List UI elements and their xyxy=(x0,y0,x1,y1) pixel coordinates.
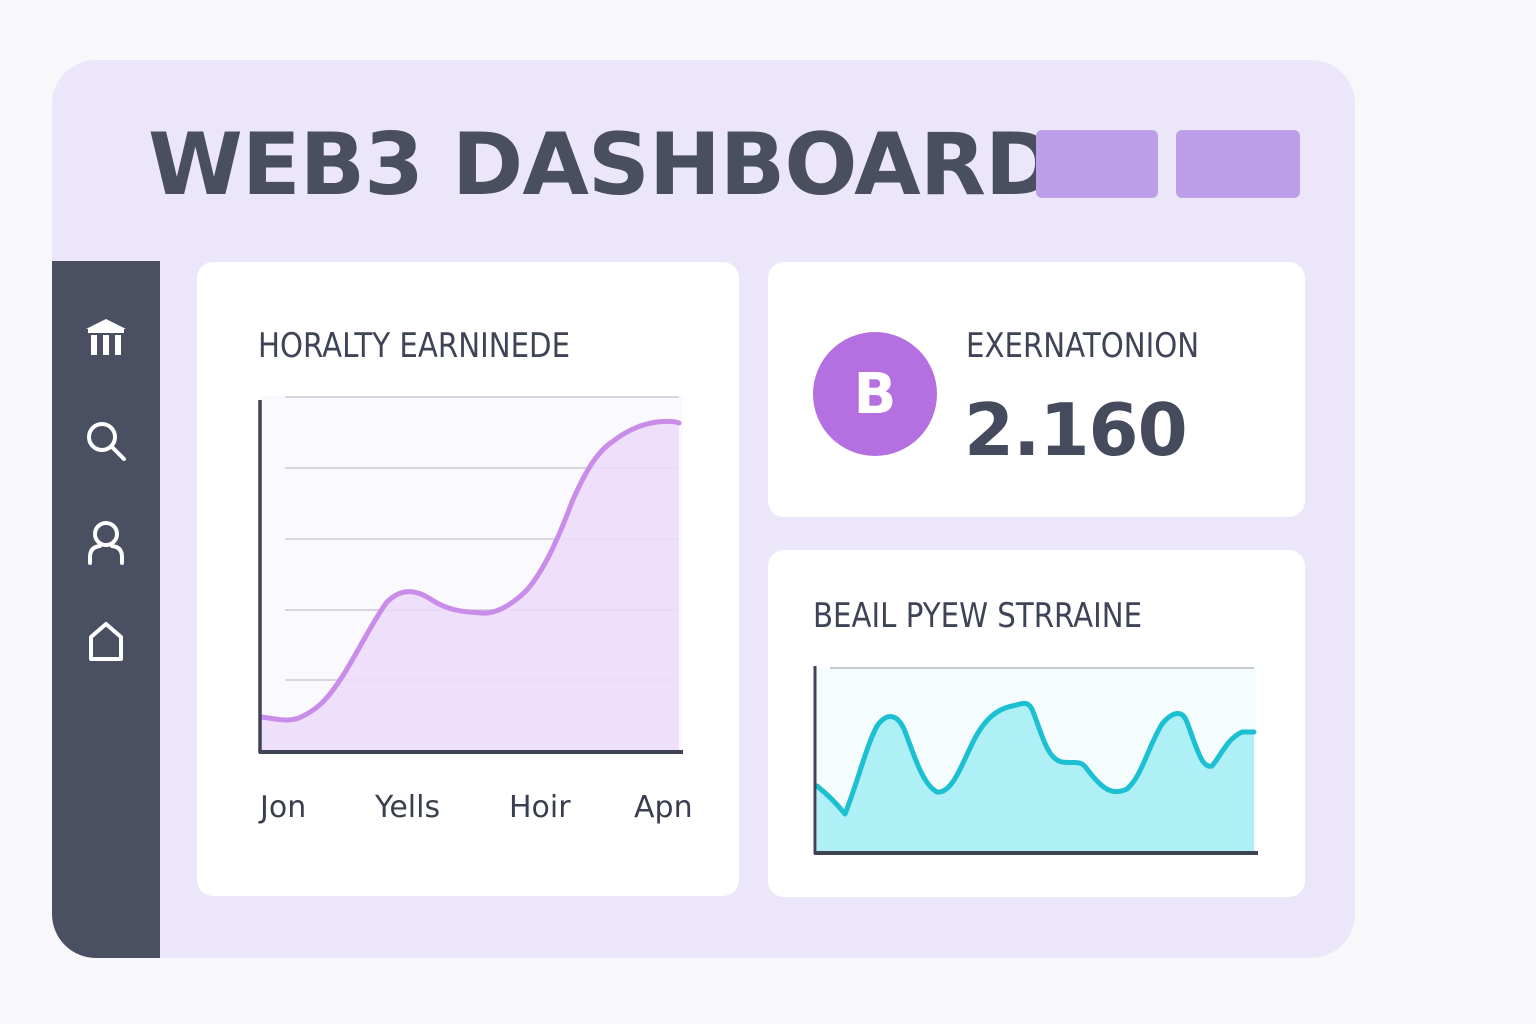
home-icon xyxy=(89,622,123,661)
user-icon xyxy=(88,521,124,565)
x-label-1: Jon xyxy=(260,790,307,825)
stat-value: 2.160 xyxy=(964,388,1188,472)
bank-icon xyxy=(86,319,126,355)
stream-chart xyxy=(813,666,1258,855)
sidebar-item-home[interactable] xyxy=(82,617,130,665)
stat-card: B EXERNATONION 2.160 xyxy=(768,262,1305,517)
header-button-1[interactable] xyxy=(1036,130,1158,198)
earnings-chart xyxy=(258,396,683,754)
stat-label: EXERNATONION xyxy=(966,326,1200,366)
earnings-title: HORALTY EARNINEDE xyxy=(258,326,571,366)
token-avatar: B xyxy=(813,332,937,456)
header-button-2[interactable] xyxy=(1176,130,1300,198)
page-title: WEB3 DASHBOARD xyxy=(148,115,1056,215)
sidebar xyxy=(52,261,160,958)
dashboard-panel: WEB3 DASHBOARD xyxy=(52,60,1355,958)
x-label-2: Yells xyxy=(375,790,441,825)
stream-card: BEAIL PYEW STRRAINE xyxy=(768,550,1305,897)
stream-title: BEAIL PYEW STRRAINE xyxy=(813,596,1143,636)
sidebar-item-search[interactable] xyxy=(82,417,130,465)
sidebar-item-profile[interactable] xyxy=(82,519,130,567)
earnings-card: HORALTY EARNINEDE Jon Yells Hoir Apn xyxy=(197,262,739,896)
search-icon xyxy=(87,422,126,461)
x-label-4: Apn xyxy=(634,790,693,825)
sidebar-item-bank[interactable] xyxy=(82,313,130,361)
x-label-3: Hoir xyxy=(509,790,571,825)
